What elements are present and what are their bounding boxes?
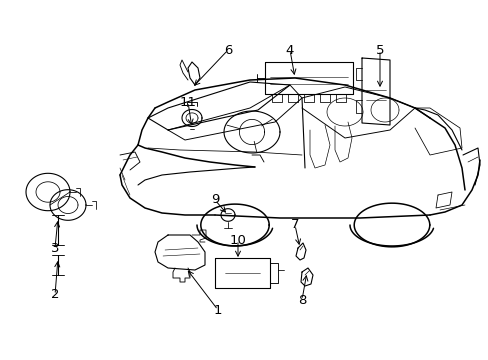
Text: 8: 8 (297, 293, 305, 306)
Text: 1: 1 (213, 303, 222, 316)
Text: 3: 3 (51, 242, 59, 255)
Text: 5: 5 (375, 44, 384, 57)
Text: 7: 7 (290, 219, 299, 231)
Text: 9: 9 (210, 193, 219, 207)
Text: 6: 6 (224, 44, 232, 57)
Text: 10: 10 (229, 234, 246, 247)
Text: 2: 2 (51, 288, 59, 301)
Text: 11: 11 (179, 95, 196, 108)
Text: 4: 4 (285, 44, 294, 57)
